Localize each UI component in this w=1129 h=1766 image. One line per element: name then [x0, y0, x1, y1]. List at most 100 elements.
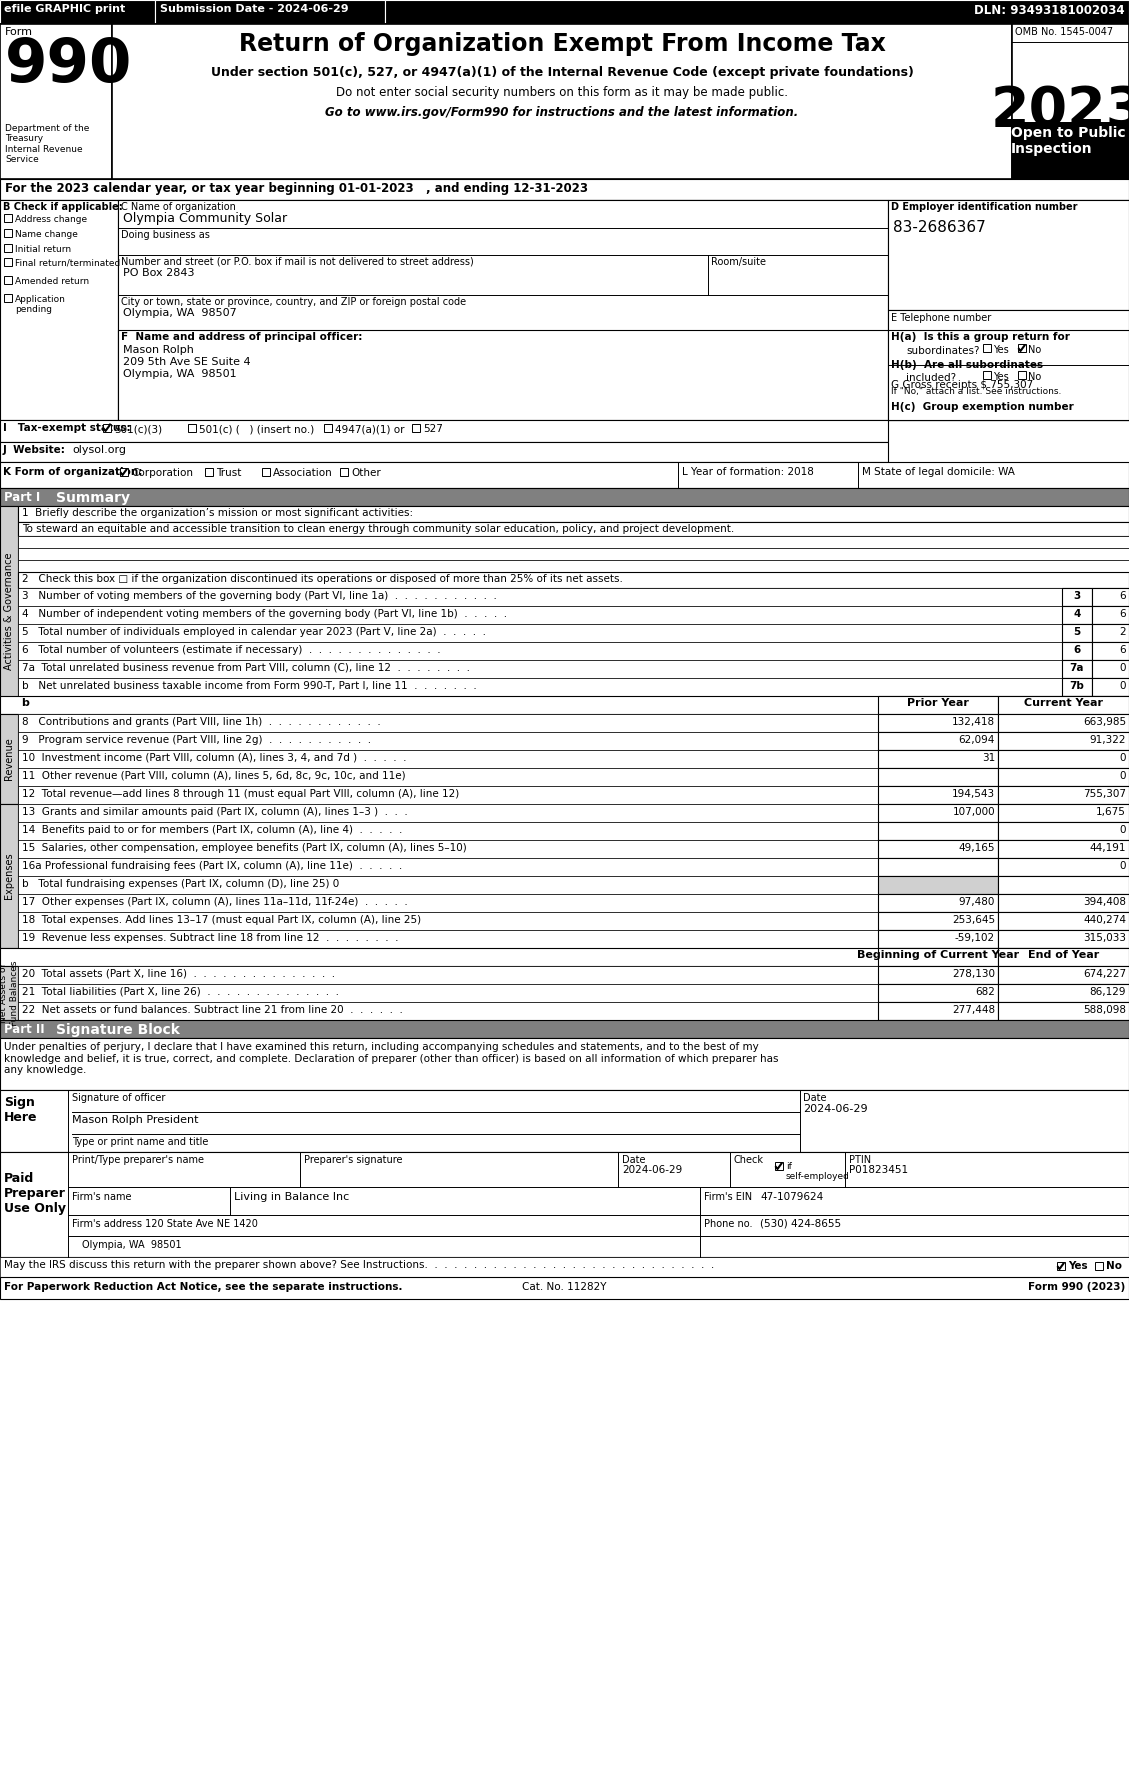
Text: Mason Rolph: Mason Rolph	[123, 344, 194, 355]
Bar	[18, 841, 878, 858]
Text: included?: included?	[905, 373, 956, 383]
Text: Number and street (or P.O. box if mail is not delivered to street address): Number and street (or P.O. box if mail i…	[121, 258, 474, 267]
Text: 0: 0	[1120, 682, 1126, 691]
Bar	[18, 804, 878, 821]
Bar	[889, 311, 1129, 366]
Bar	[0, 487, 1129, 507]
Bar	[878, 696, 998, 713]
Text: 209 5th Ave SE Suite 4: 209 5th Ave SE Suite 4	[123, 357, 251, 367]
Text: 22  Net assets or fund balances. Subtract line 21 from line 20  .  .  .  .  .  .: 22 Net assets or fund balances. Subtract…	[21, 1005, 403, 1015]
Text: No: No	[1106, 1261, 1122, 1272]
Text: 194,543: 194,543	[952, 789, 995, 798]
Bar	[0, 507, 18, 715]
Text: 3   Number of voting members of the governing body (Part VI, line 1a)  .  .  .  : 3 Number of voting members of the govern…	[21, 592, 497, 600]
Text: To steward an equitable and accessible transition to clean energy through commun: To steward an equitable and accessible t…	[21, 525, 734, 533]
Text: Department of the
Treasury
Internal Revenue
Service: Department of the Treasury Internal Reve…	[5, 124, 89, 164]
Text: subordinates?: subordinates?	[905, 346, 980, 357]
Bar	[5, 293, 11, 302]
Bar	[878, 841, 998, 858]
Text: 0: 0	[1120, 862, 1126, 871]
Bar	[0, 463, 1129, 487]
Text: b   Net unrelated business taxable income from Form 990-T, Part I, line 11  .  .: b Net unrelated business taxable income …	[21, 682, 476, 691]
Bar	[0, 442, 889, 463]
Bar	[878, 821, 998, 841]
Bar	[1092, 606, 1129, 623]
Bar	[0, 1021, 1129, 1038]
Text: Check: Check	[734, 1155, 764, 1166]
Text: F  Name and address of principal officer:: F Name and address of principal officer:	[121, 332, 362, 343]
Text: b   Total fundraising expenses (Part IX, column (D), line 25) 0: b Total fundraising expenses (Part IX, c…	[21, 879, 339, 888]
Text: 132,418: 132,418	[952, 717, 995, 728]
Bar	[878, 1001, 998, 1021]
Bar	[983, 344, 990, 351]
Text: 2   Check this box □ if the organization discontinued its operations or disposed: 2 Check this box □ if the organization d…	[21, 574, 623, 585]
Bar	[5, 275, 11, 284]
Text: Preparer's signature: Preparer's signature	[304, 1155, 403, 1166]
Text: L Year of formation: 2018: L Year of formation: 2018	[682, 466, 814, 477]
Text: 0: 0	[1120, 825, 1126, 835]
Bar	[112, 25, 1012, 178]
Bar	[340, 468, 348, 475]
Text: Type or print name and title: Type or print name and title	[72, 1137, 209, 1146]
Bar	[0, 1151, 1129, 1257]
Text: 6: 6	[1119, 592, 1126, 600]
Text: 0: 0	[1120, 772, 1126, 781]
Text: 17  Other expenses (Part IX, column (A), lines 11a–11d, 11f-24e)  .  .  .  .  .: 17 Other expenses (Part IX, column (A), …	[21, 897, 408, 908]
Bar	[1062, 678, 1092, 696]
Text: 14  Benefits paid to or for members (Part IX, column (A), line 4)  .  .  .  .  .: 14 Benefits paid to or for members (Part…	[21, 825, 402, 835]
Bar	[998, 876, 1129, 894]
Bar	[889, 200, 1129, 311]
Bar	[0, 200, 119, 420]
Bar	[5, 258, 11, 265]
Bar	[189, 424, 195, 431]
Text: 315,033: 315,033	[1083, 932, 1126, 943]
Bar	[120, 468, 128, 475]
Text: C Name of organization: C Name of organization	[121, 201, 236, 212]
Text: if
self-employed: if self-employed	[786, 1162, 850, 1181]
Bar	[878, 858, 998, 876]
Text: 674,227: 674,227	[1083, 970, 1126, 978]
Text: Firm's name: Firm's name	[72, 1192, 131, 1203]
Text: Part II: Part II	[5, 1023, 45, 1037]
Bar	[998, 984, 1129, 1001]
Text: Activities & Governance: Activities & Governance	[5, 553, 14, 669]
Text: Under penalties of perjury, I declare that I have examined this return, includin: Under penalties of perjury, I declare th…	[5, 1042, 779, 1075]
Text: DLN: 93493181002034: DLN: 93493181002034	[974, 4, 1124, 18]
Text: b: b	[21, 698, 29, 708]
Bar	[0, 178, 1129, 200]
Text: Name change: Name change	[15, 230, 78, 238]
Bar	[0, 1038, 1129, 1090]
Bar	[18, 858, 878, 876]
Text: Under section 501(c), 527, or 4947(a)(1) of the Internal Revenue Code (except pr: Under section 501(c), 527, or 4947(a)(1)…	[211, 65, 913, 79]
Bar	[1095, 1263, 1103, 1270]
Bar	[878, 804, 998, 821]
Bar	[103, 424, 111, 431]
Text: 278,130: 278,130	[952, 970, 995, 978]
Text: Yes: Yes	[1068, 1261, 1087, 1272]
Bar	[1062, 623, 1092, 643]
Text: H(a)  Is this a group return for: H(a) Is this a group return for	[891, 332, 1070, 343]
Text: D Employer identification number: D Employer identification number	[891, 201, 1077, 212]
Bar	[18, 821, 878, 841]
Text: Sign
Here: Sign Here	[5, 1097, 37, 1123]
Bar	[1092, 588, 1129, 606]
Bar	[1092, 623, 1129, 643]
Text: 682: 682	[975, 987, 995, 998]
Bar	[878, 966, 998, 984]
Text: 47-1079624: 47-1079624	[760, 1192, 823, 1203]
Text: Olympia, WA  98501: Olympia, WA 98501	[123, 369, 237, 380]
Text: 13  Grants and similar amounts paid (Part IX, column (A), lines 1–3 )  .  .  .: 13 Grants and similar amounts paid (Part…	[21, 807, 408, 818]
Text: B Check if applicable:: B Check if applicable:	[3, 201, 123, 212]
Text: Amended return: Amended return	[15, 277, 89, 286]
Bar	[155, 0, 385, 25]
Text: 1  Briefly describe the organization’s mission or most significant activities:: 1 Briefly describe the organization’s mi…	[21, 509, 413, 517]
Bar	[878, 731, 998, 751]
Text: 20  Total assets (Part X, line 16)  .  .  .  .  .  .  .  .  .  .  .  .  .  .  .: 20 Total assets (Part X, line 16) . . . …	[21, 970, 335, 978]
Bar	[1057, 1263, 1065, 1270]
Text: Other: Other	[351, 468, 380, 479]
Bar	[998, 713, 1129, 731]
Bar	[998, 786, 1129, 804]
Text: If "No," attach a list. See instructions.: If "No," attach a list. See instructions…	[891, 387, 1061, 396]
Bar	[262, 468, 270, 475]
Text: 83-2686367: 83-2686367	[893, 221, 986, 235]
